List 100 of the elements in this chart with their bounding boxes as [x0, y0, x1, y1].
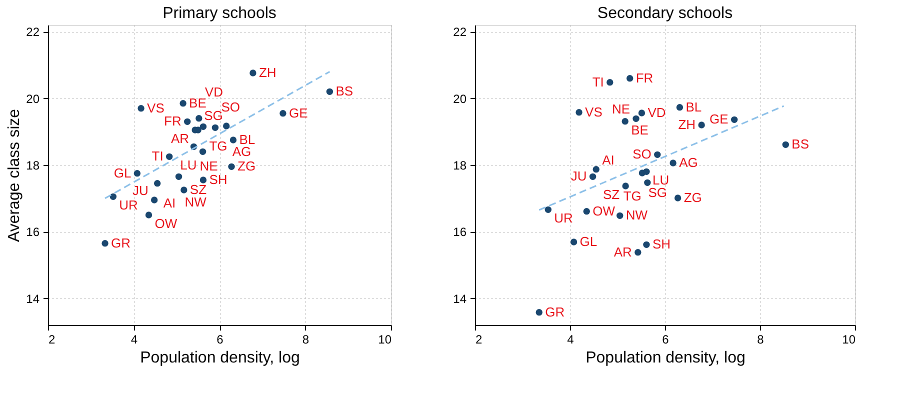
- point: [196, 114, 202, 122]
- annotation: OW: [592, 203, 616, 218]
- annotation: GE: [710, 112, 729, 127]
- annotation: SO: [221, 100, 240, 115]
- x-tick-label: 4: [130, 332, 138, 346]
- x-tick-label: 2: [476, 332, 482, 346]
- annotation: NE: [612, 102, 630, 117]
- x-tick-label: 10: [378, 332, 392, 346]
- annotation: BL: [239, 132, 256, 147]
- point: [592, 166, 600, 173]
- point: [570, 238, 578, 246]
- x-axis-title: Population density, log: [140, 350, 300, 366]
- point: [102, 240, 108, 247]
- x-tick-label: 6: [216, 332, 224, 346]
- annotation: GR: [111, 235, 131, 250]
- annotation: VD: [204, 84, 223, 100]
- annotation: SG: [204, 108, 223, 123]
- annotation: ZG: [238, 158, 256, 174]
- x-axis-title: Population density, log: [586, 350, 746, 366]
- annotation: ZG: [684, 190, 702, 205]
- point: [644, 179, 651, 186]
- annotation: AG: [679, 155, 698, 170]
- x-tick-label: 2: [48, 332, 56, 346]
- annotation: VD: [648, 105, 666, 120]
- point: [154, 180, 161, 187]
- y-tick-label: 20: [26, 92, 40, 106]
- point: [326, 88, 334, 96]
- x-tick-label: 8: [757, 332, 764, 346]
- annotation: BE: [631, 122, 649, 138]
- annotation: AR: [614, 244, 632, 260]
- annotation: BL: [686, 99, 702, 114]
- annotation: BE: [189, 95, 207, 110]
- point: [199, 148, 206, 156]
- point: [110, 193, 117, 200]
- annotation: VS: [585, 104, 603, 120]
- annotation: FR: [636, 70, 654, 86]
- x-tick-label: 6: [662, 332, 670, 346]
- point: [634, 248, 642, 256]
- point: [730, 116, 738, 124]
- annotation: SH: [652, 236, 671, 252]
- annotation: SZ: [602, 187, 620, 202]
- point: [250, 70, 256, 76]
- point: [589, 173, 596, 180]
- annotation: JU: [132, 183, 148, 198]
- y-tick-label: 14: [453, 292, 467, 306]
- annotation: TG: [209, 138, 228, 154]
- annotation: TG: [623, 188, 642, 204]
- point: [138, 104, 144, 112]
- point: [643, 241, 650, 248]
- chart-title: Primary schools: [162, 5, 276, 22]
- annotation: FR: [164, 114, 182, 129]
- annotation: TI: [152, 148, 164, 164]
- y-tick-label: 18: [453, 158, 467, 172]
- y-tick-label: 20: [453, 92, 467, 106]
- point: [643, 168, 650, 176]
- annotation: ZH: [258, 65, 276, 80]
- y-tick-label: 22: [453, 25, 467, 40]
- point: [180, 100, 186, 107]
- x-tick-label: 4: [567, 332, 574, 346]
- point: [606, 78, 614, 86]
- annotation: AI: [602, 152, 614, 168]
- annotation: GR: [545, 304, 565, 320]
- annotation: VS: [147, 100, 165, 116]
- annotation: UR: [119, 198, 138, 213]
- chart-title: Secondary schools: [597, 5, 733, 22]
- annotation: OW: [154, 216, 178, 231]
- point: [228, 163, 235, 170]
- annotation: LU: [180, 158, 197, 173]
- point: [583, 208, 590, 215]
- annotation: GL: [580, 234, 598, 249]
- point: [626, 74, 634, 82]
- point: [638, 110, 646, 116]
- y-tick-label: 22: [26, 25, 40, 40]
- annotation: ZH: [678, 117, 696, 132]
- annotation: GE: [288, 105, 308, 120]
- annotation: AR: [171, 131, 190, 146]
- point: [200, 176, 207, 184]
- annotation: AI: [163, 195, 176, 210]
- annotation: BS: [336, 84, 354, 99]
- point: [280, 110, 286, 117]
- point: [184, 118, 191, 126]
- annotation: SG: [648, 185, 667, 200]
- annotation: NW: [184, 194, 208, 210]
- annotation: JU: [570, 168, 587, 184]
- annotation: SO: [632, 146, 652, 162]
- y-tick-label: 14: [26, 292, 40, 306]
- y-tick-label: 18: [26, 158, 40, 172]
- point: [698, 122, 705, 128]
- point: [622, 182, 629, 190]
- point: [200, 123, 207, 130]
- point: [180, 186, 188, 194]
- annotation: SZ: [190, 182, 207, 197]
- point: [576, 108, 582, 116]
- point: [175, 173, 182, 180]
- point: [670, 160, 676, 166]
- point: [654, 151, 661, 158]
- y-tick-label: 16: [453, 225, 467, 240]
- point: [674, 194, 682, 202]
- point: [622, 118, 628, 125]
- annotation: GL: [114, 165, 132, 180]
